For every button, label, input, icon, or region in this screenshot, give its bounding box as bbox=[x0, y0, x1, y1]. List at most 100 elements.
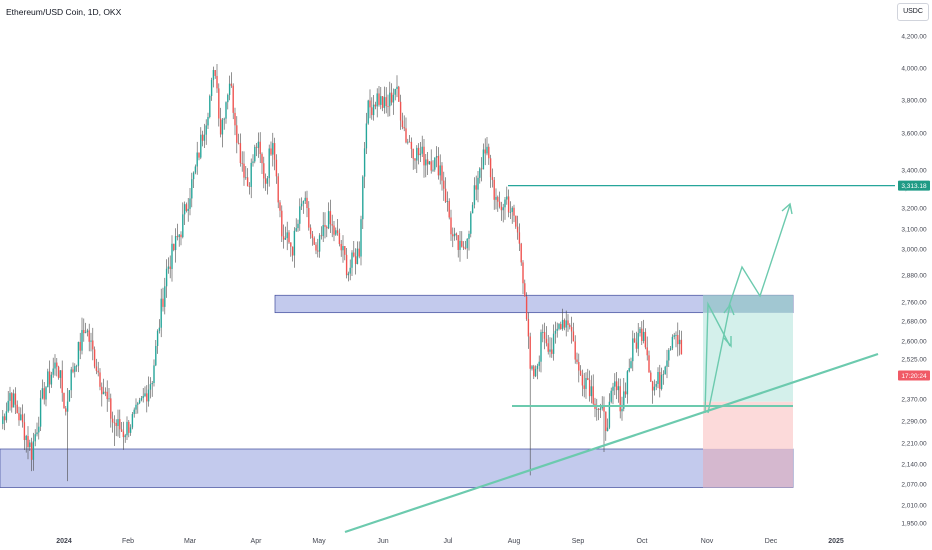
candle-body bbox=[606, 427, 609, 432]
projection-path-1[interactable] bbox=[704, 301, 731, 414]
candle-body bbox=[189, 198, 191, 209]
time-tick-label: Apr bbox=[251, 538, 263, 545]
candle-body bbox=[455, 233, 458, 236]
candle-body bbox=[569, 324, 571, 328]
take-profit-zone[interactable] bbox=[703, 295, 793, 402]
candle-body bbox=[450, 217, 452, 235]
candle-body bbox=[563, 319, 566, 328]
candle-body bbox=[342, 246, 344, 251]
candle-body bbox=[529, 336, 531, 369]
candle-body bbox=[394, 89, 396, 95]
candle-body bbox=[344, 246, 346, 255]
candle-body bbox=[203, 134, 206, 141]
candle-body bbox=[36, 432, 38, 435]
time-tick-label: Mar bbox=[184, 538, 197, 545]
candle-body bbox=[146, 393, 148, 402]
candle-body bbox=[3, 416, 6, 421]
candle-body bbox=[32, 441, 35, 460]
candle-body bbox=[75, 365, 78, 367]
candle-body bbox=[239, 143, 242, 164]
candle-body bbox=[416, 147, 418, 161]
candle-body bbox=[473, 185, 476, 205]
candle-body bbox=[619, 386, 621, 412]
candle-body bbox=[669, 348, 672, 351]
projection-path-3[interactable] bbox=[728, 204, 791, 307]
candle-body bbox=[646, 347, 648, 356]
time-tick-label: Aug bbox=[508, 538, 521, 545]
candle-body bbox=[678, 339, 681, 345]
candle-body bbox=[405, 128, 407, 143]
candle-body bbox=[389, 92, 391, 107]
time-tick-label: Jul bbox=[444, 538, 453, 545]
candle-body bbox=[680, 339, 683, 355]
candle-body bbox=[408, 141, 411, 143]
candle-body bbox=[657, 371, 659, 384]
candle-body bbox=[126, 421, 128, 436]
candle-body bbox=[475, 185, 477, 190]
candle-body bbox=[243, 163, 245, 178]
candle-body bbox=[648, 355, 650, 373]
candle-body bbox=[513, 207, 515, 216]
candle-body bbox=[331, 224, 333, 226]
candle-body bbox=[659, 371, 661, 389]
candle-body bbox=[570, 327, 573, 332]
candle-body bbox=[345, 254, 348, 276]
currency-button[interactable]: USDC bbox=[897, 3, 929, 21]
candle-body bbox=[527, 318, 530, 337]
candle-body bbox=[56, 362, 58, 367]
candle-body bbox=[329, 211, 332, 225]
candle-body bbox=[621, 408, 623, 412]
candle-body bbox=[574, 341, 576, 360]
candle-body bbox=[63, 392, 65, 409]
candle-body bbox=[592, 386, 594, 404]
candle-body bbox=[122, 431, 125, 438]
candle-body bbox=[392, 94, 395, 103]
price-tick-label: 2,070.00 bbox=[901, 482, 927, 489]
candle-body bbox=[167, 266, 170, 269]
candle-body bbox=[633, 338, 636, 343]
candle-body bbox=[27, 435, 29, 448]
candle-body bbox=[421, 146, 423, 154]
candle-body bbox=[417, 147, 420, 156]
candle-body bbox=[273, 143, 276, 160]
candle-body bbox=[396, 86, 398, 90]
time-tick-label: 2025 bbox=[828, 538, 844, 545]
candle-body bbox=[84, 332, 87, 334]
price-tick-label: 2,210.00 bbox=[901, 441, 927, 448]
time-tick-label: May bbox=[312, 538, 326, 545]
candle-body bbox=[390, 92, 393, 103]
time-tick-label: Feb bbox=[122, 538, 134, 545]
candle-body bbox=[29, 442, 31, 448]
candle-body bbox=[14, 393, 17, 405]
projection-path-2[interactable] bbox=[707, 304, 731, 414]
candle-body bbox=[88, 330, 90, 342]
candle-body bbox=[302, 200, 305, 204]
time-tick-label: Jun bbox=[377, 538, 388, 545]
candle-body bbox=[34, 434, 36, 442]
candle-body bbox=[365, 123, 368, 149]
candle-body bbox=[412, 148, 414, 159]
support-zone-rect[interactable] bbox=[0, 448, 794, 488]
candle-body bbox=[401, 120, 404, 127]
candle-body bbox=[290, 242, 292, 247]
candle-body bbox=[324, 225, 326, 227]
candle-body bbox=[612, 386, 614, 391]
candle-body bbox=[333, 225, 335, 235]
candle-body bbox=[191, 179, 193, 199]
candle-body bbox=[315, 244, 317, 251]
ascending-trendline[interactable] bbox=[344, 352, 879, 534]
candle-body bbox=[498, 201, 501, 207]
candle-body bbox=[176, 236, 179, 238]
candle-body bbox=[335, 230, 337, 235]
candle-body bbox=[225, 102, 227, 119]
candle-body bbox=[601, 405, 603, 409]
candle-body bbox=[464, 248, 467, 249]
candle-body bbox=[578, 362, 580, 371]
candle-body bbox=[495, 196, 497, 200]
candle-body bbox=[124, 435, 126, 438]
candle-body bbox=[221, 119, 224, 135]
candle-body bbox=[104, 391, 107, 393]
candle-body bbox=[380, 96, 382, 105]
candle-body bbox=[536, 365, 539, 369]
